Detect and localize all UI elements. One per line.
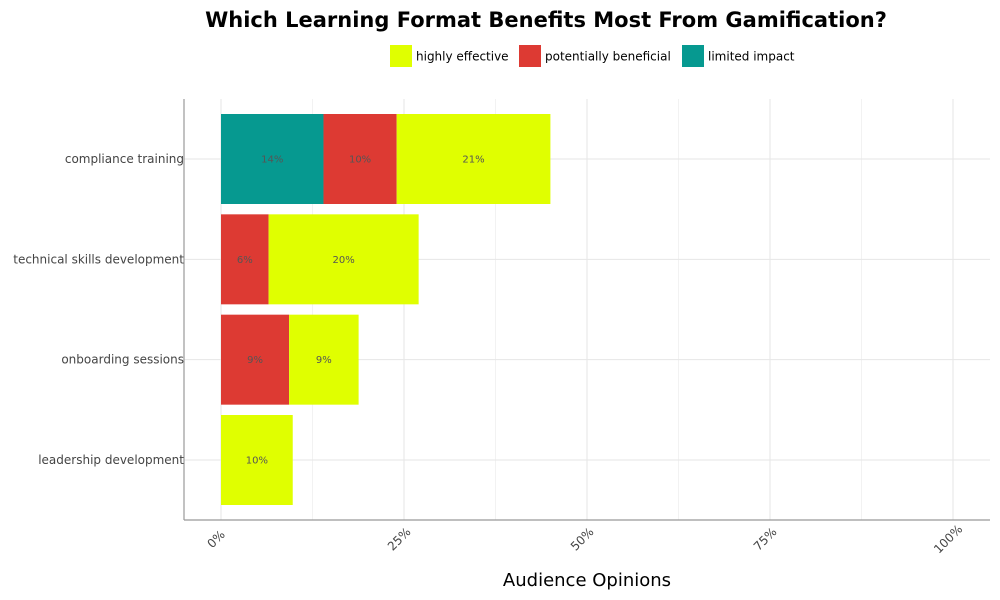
x-tick-label: 100% (931, 522, 965, 556)
chart-title: Which Learning Format Benefits Most From… (205, 8, 887, 32)
bar-value-label: 21% (462, 155, 484, 166)
legend-swatch (390, 45, 412, 67)
bar-segment (221, 415, 293, 505)
legend-label: highly effective (416, 50, 509, 64)
bar-segment (221, 114, 324, 204)
bar-segment (396, 114, 551, 204)
category-label: leadership development (38, 453, 184, 467)
bar-value-label: 9% (316, 355, 332, 366)
bar-value-label: 10% (246, 456, 268, 467)
bar-value-label: 20% (332, 255, 354, 266)
legend: highly effective potentially beneficial li… (390, 45, 795, 67)
legend-swatch (682, 45, 704, 67)
bar-value-label: 14% (261, 155, 283, 166)
legend-label: potentially beneficial (545, 50, 671, 64)
axes (183, 99, 990, 521)
bar-segment (323, 114, 397, 204)
bar-value-label: 6% (237, 255, 253, 266)
bar-value-label: 9% (247, 355, 263, 366)
legend-swatch (519, 45, 541, 67)
bar-segment (221, 214, 269, 305)
legend-label: limited impact (708, 50, 795, 64)
category-label: onboarding sessions (61, 353, 184, 367)
x-tick-label: 25% (385, 525, 414, 554)
category-label: technical skills development (13, 252, 184, 266)
bars: 14% 10% 21% 6% 20% 9% 9% 10% (221, 114, 551, 505)
bar-segment (289, 314, 359, 405)
x-tick-label: 50% (568, 525, 597, 554)
category-labels: compliance training technical skills deve… (13, 152, 184, 467)
bar-segment (221, 314, 290, 405)
x-tick-label: 75% (751, 525, 780, 554)
x-axis-label: Audience Opinions (503, 570, 671, 591)
bar-segment (268, 214, 419, 305)
x-tick-labels: 0% 25% 50% 75% 100% (204, 522, 965, 556)
category-label: compliance training (65, 152, 184, 166)
x-tick-label: 0% (204, 527, 227, 550)
bar-value-label: 10% (349, 155, 371, 166)
